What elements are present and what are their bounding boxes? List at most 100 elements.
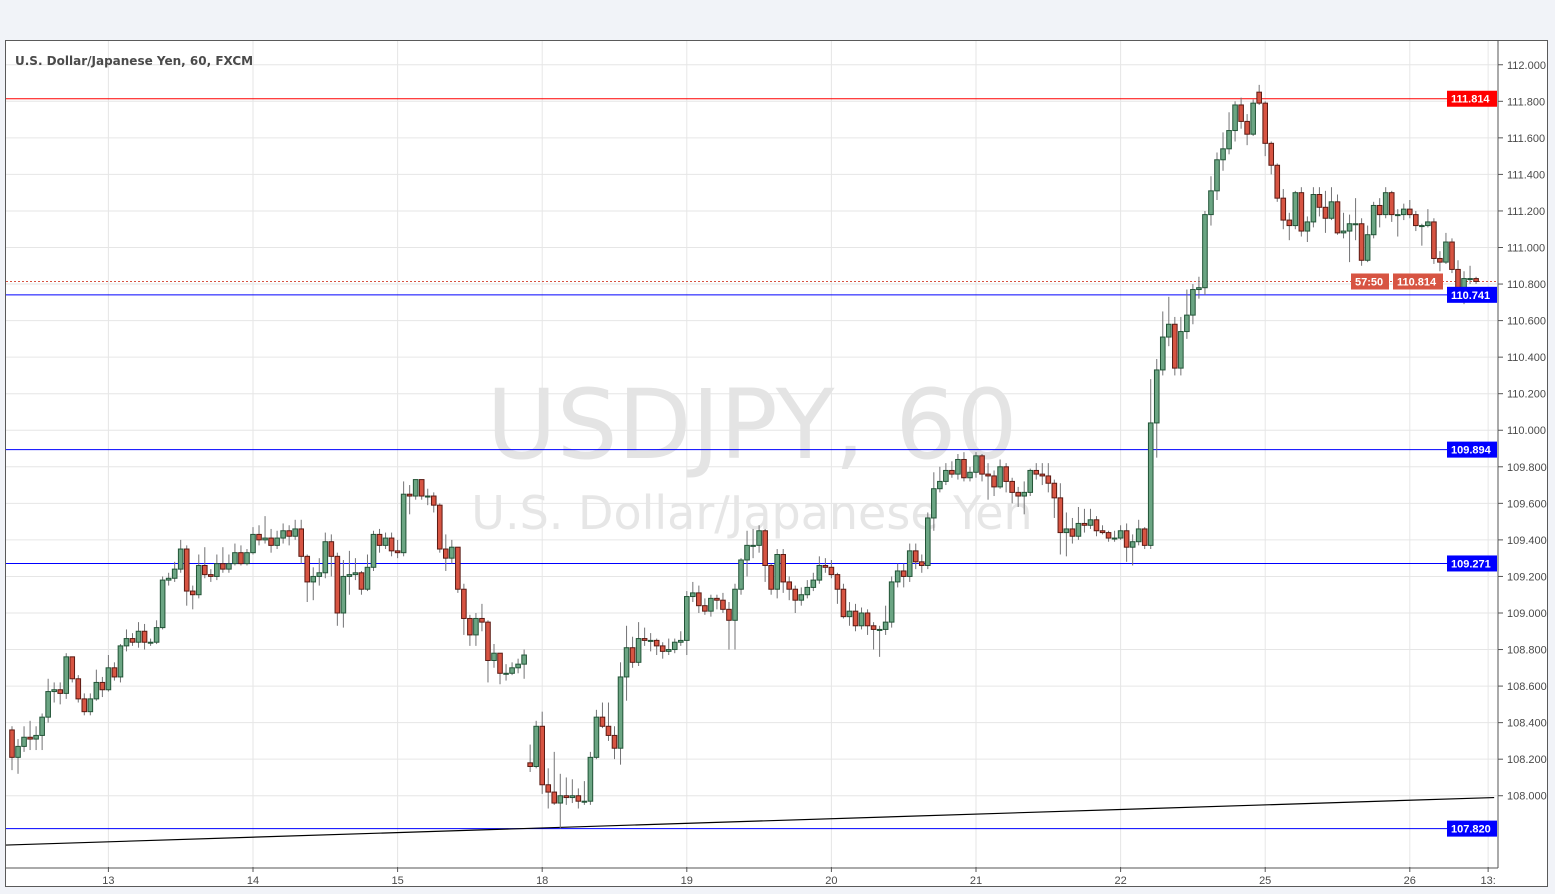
candle-body <box>961 458 967 479</box>
candle-body <box>545 784 552 793</box>
candle-body <box>1310 194 1317 223</box>
candle-down <box>328 534 335 577</box>
candle-body <box>1147 422 1154 546</box>
candle-up <box>1328 187 1335 221</box>
trendline-layer[interactable] <box>5 796 1495 846</box>
chart-panel[interactable] <box>5 40 1548 887</box>
candle-up <box>503 664 509 681</box>
candle-body <box>1117 530 1124 539</box>
candle-down <box>1280 189 1287 230</box>
candle-body <box>316 572 323 577</box>
x-tick-label: 19 <box>681 875 693 887</box>
candle-up <box>292 519 298 540</box>
candle-up <box>677 631 684 646</box>
candle-body <box>111 667 118 678</box>
candle-down <box>256 525 262 546</box>
candle-body <box>15 745 21 758</box>
candle-up <box>635 622 642 666</box>
candle-up <box>888 576 895 628</box>
candle-up <box>1346 214 1353 263</box>
candle-up <box>846 602 853 626</box>
candle-body <box>1473 278 1479 282</box>
candle-body <box>1244 120 1250 135</box>
candle-up <box>858 607 865 630</box>
candle-down <box>69 656 76 683</box>
candle-up <box>1153 358 1160 458</box>
candle-body <box>485 621 491 662</box>
candle-up <box>973 452 979 478</box>
candle-up <box>1135 519 1142 546</box>
candle-down <box>436 503 443 553</box>
candle-down <box>406 485 413 515</box>
candle-up <box>1443 232 1449 264</box>
candle-body <box>1214 159 1220 192</box>
candle-body <box>647 639 654 642</box>
candle-up <box>177 539 184 573</box>
candle-body <box>1069 528 1076 537</box>
candle-body <box>129 638 136 643</box>
candle-body <box>21 736 27 747</box>
candle-body <box>1178 331 1184 369</box>
candle-body <box>894 570 901 583</box>
candle-up <box>346 550 353 595</box>
candle-body <box>900 570 907 577</box>
trendline[interactable] <box>5 796 1495 846</box>
candle-up <box>352 558 359 581</box>
candle-down <box>702 598 708 615</box>
candle-up <box>1425 209 1431 228</box>
candle-body <box>750 544 756 547</box>
candle-body <box>605 725 612 736</box>
candle-down <box>985 463 991 500</box>
candle-up <box>925 512 931 570</box>
level-price-label: 110.741 <box>1451 290 1490 302</box>
candle-body <box>63 656 70 694</box>
candle-down <box>304 554 311 603</box>
candle-body <box>912 550 919 563</box>
candle-down <box>1057 483 1064 555</box>
candle-body <box>1057 497 1064 534</box>
horizontal-levels[interactable] <box>6 98 1497 830</box>
candle-up <box>1117 525 1124 540</box>
candle-body <box>1129 541 1136 548</box>
candle-body <box>1111 537 1118 540</box>
candle-down <box>334 552 341 626</box>
candle-up <box>244 549 250 566</box>
candle-down <box>1093 516 1100 537</box>
candle-body <box>780 554 787 583</box>
y-tick-label: 110.600 <box>1507 316 1546 328</box>
candle-down <box>840 583 847 619</box>
candle-body <box>792 588 799 601</box>
candle-body <box>69 656 76 680</box>
candle-up <box>123 629 130 652</box>
candle-down <box>111 662 118 681</box>
y-tick-label: 109.600 <box>1507 498 1547 510</box>
x-tick-label: 15 <box>391 875 403 887</box>
candle-up <box>569 779 576 804</box>
y-tick-label: 111.600 <box>1507 133 1545 145</box>
candle-up <box>798 587 805 606</box>
candle-up <box>316 558 323 586</box>
candle-body <box>539 725 546 786</box>
candle-up <box>400 481 407 557</box>
candle-body <box>521 654 527 665</box>
candle-down <box>1274 163 1281 202</box>
candle-up <box>1190 284 1196 325</box>
candle-body <box>406 493 413 497</box>
candle-body <box>382 537 389 546</box>
candle-up <box>816 556 823 584</box>
candle-body <box>1123 530 1130 548</box>
candle-up <box>310 567 317 601</box>
candle-body <box>479 617 485 623</box>
candle-down <box>1298 187 1305 237</box>
candle-body <box>1220 148 1226 161</box>
candle-down <box>1388 190 1395 222</box>
candle-body <box>461 588 467 619</box>
y-tick-label: 110.000 <box>1507 425 1546 437</box>
candle-body <box>1105 532 1112 539</box>
candle-up <box>744 530 750 577</box>
candle-down <box>394 539 401 559</box>
candle-body <box>57 689 64 694</box>
candle-body <box>1159 336 1166 371</box>
candle-up <box>1111 530 1118 542</box>
